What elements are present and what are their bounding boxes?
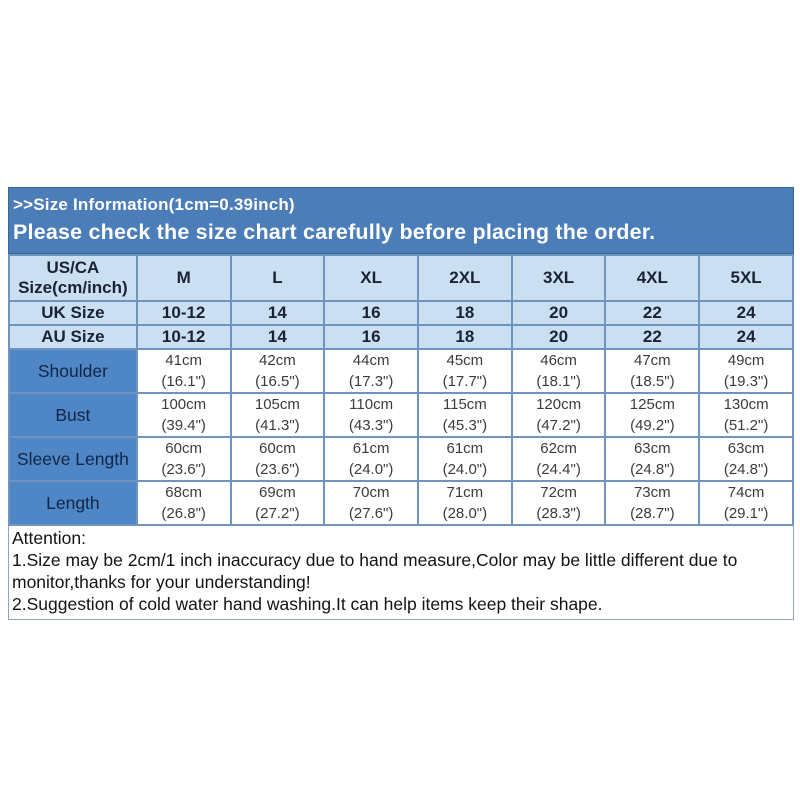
measure-label: Bust (8, 392, 138, 438)
measure-cell: 69cm (27.2") (229, 480, 326, 526)
measure-label: Shoulder (8, 348, 138, 394)
attention-note-1: 1.Size may be 2cm/1 inch inaccuracy due … (12, 550, 738, 592)
au-size-cell: 22 (604, 324, 701, 350)
measure-cell: 46cm (18.1") (510, 348, 607, 394)
measure-cell: 105cm (41.3") (229, 392, 326, 438)
size-header-label: US/CA Size(cm/inch) (8, 254, 138, 302)
size-col-header: L (229, 254, 326, 302)
measure-label: Sleeve Length (8, 436, 138, 482)
size-col-header: M (135, 254, 232, 302)
au-size-cell: 18 (416, 324, 513, 350)
size-col-header: 5XL (698, 254, 794, 302)
measure-cell: 63cm (24.8") (604, 436, 701, 482)
au-size-row: AU Size 10-12 14 16 18 20 22 24 (8, 324, 794, 350)
size-col-header: 3XL (510, 254, 607, 302)
measure-cell: 74cm (29.1") (698, 480, 794, 526)
measure-cell: 60cm (23.6") (135, 436, 232, 482)
au-size-cell: 10-12 (135, 324, 232, 350)
attention-notes: Attention: 1.Size may be 2cm/1 inch inac… (8, 526, 794, 620)
measure-cell: 63cm (24.8") (698, 436, 794, 482)
measure-cell: 60cm (23.6") (229, 436, 326, 482)
uk-size-label: UK Size (8, 300, 138, 326)
au-size-label: AU Size (8, 324, 138, 350)
banner-title: Please check the size chart carefully be… (13, 220, 656, 244)
au-size-cell: 24 (698, 324, 794, 350)
shoulder-row: Shoulder 41cm (16.1") 42cm (16.5") 44cm (17… (8, 348, 794, 394)
measure-cell: 71cm (28.0") (416, 480, 513, 526)
measure-cell: 41cm (16.1") (135, 348, 232, 394)
measure-cell: 62cm (24.4") (510, 436, 607, 482)
banner-subtitle: >>Size Information(1cm=0.39inch) (13, 195, 295, 214)
measure-cell: 73cm (28.7") (604, 480, 701, 526)
measure-cell: 70cm (27.6") (323, 480, 419, 526)
measure-cell: 115cm (45.3") (416, 392, 513, 438)
measure-cell: 68cm (26.8") (135, 480, 232, 526)
measure-cell: 110cm (43.3") (323, 392, 419, 438)
size-col-header: XL (323, 254, 419, 302)
measure-cell: 49cm (19.3") (698, 348, 794, 394)
size-col-header: 2XL (416, 254, 513, 302)
measure-cell: 100cm (39.4") (135, 392, 232, 438)
uk-size-cell: 22 (604, 300, 701, 326)
measure-cell: 120cm (47.2") (510, 392, 607, 438)
size-info-content: >>Size Information(1cm=0.39inch) Please … (8, 187, 794, 620)
attention-title: Attention: (12, 528, 86, 548)
measure-cell: 61cm (24.0") (416, 436, 513, 482)
measure-cell: 42cm (16.5") (229, 348, 326, 394)
au-size-cell: 20 (510, 324, 607, 350)
length-row: Length 68cm (26.8") 69cm (27.2") 70cm (27.6… (8, 480, 794, 526)
uk-size-cell: 14 (229, 300, 326, 326)
size-table: US/CA Size(cm/inch) M L XL 2XL 3XL 4XL 5… (8, 254, 794, 526)
au-size-cell: 16 (323, 324, 419, 350)
au-size-cell: 14 (229, 324, 326, 350)
measure-cell: 61cm (24.0") (323, 436, 419, 482)
attention-note-2: 2.Suggestion of cold water hand washing.… (12, 594, 603, 614)
sleeve-length-row: Sleeve Length 60cm (23.6") 60cm (23.6") 61… (8, 436, 794, 482)
measure-cell: 44cm (17.3") (323, 348, 419, 394)
header-banner: >>Size Information(1cm=0.39inch) Please … (8, 187, 794, 254)
uk-size-cell: 16 (323, 300, 419, 326)
uk-size-cell: 18 (416, 300, 513, 326)
bust-row: Bust 100cm (39.4") 105cm (41.3") 110cm (43.… (8, 392, 794, 438)
size-col-header: 4XL (604, 254, 701, 302)
uk-size-cell: 24 (698, 300, 794, 326)
uk-size-row: UK Size 10-12 14 16 18 20 22 24 (8, 300, 794, 326)
measure-label: Length (8, 480, 138, 526)
measure-cell: 47cm (18.5") (604, 348, 701, 394)
measure-cell: 45cm (17.7") (416, 348, 513, 394)
uk-size-cell: 10-12 (135, 300, 232, 326)
measure-cell: 72cm (28.3") (510, 480, 607, 526)
measure-cell: 125cm (49.2") (604, 392, 701, 438)
uk-size-cell: 20 (510, 300, 607, 326)
measure-cell: 130cm (51.2") (698, 392, 794, 438)
size-header-row: US/CA Size(cm/inch) M L XL 2XL 3XL 4XL 5… (8, 254, 794, 302)
